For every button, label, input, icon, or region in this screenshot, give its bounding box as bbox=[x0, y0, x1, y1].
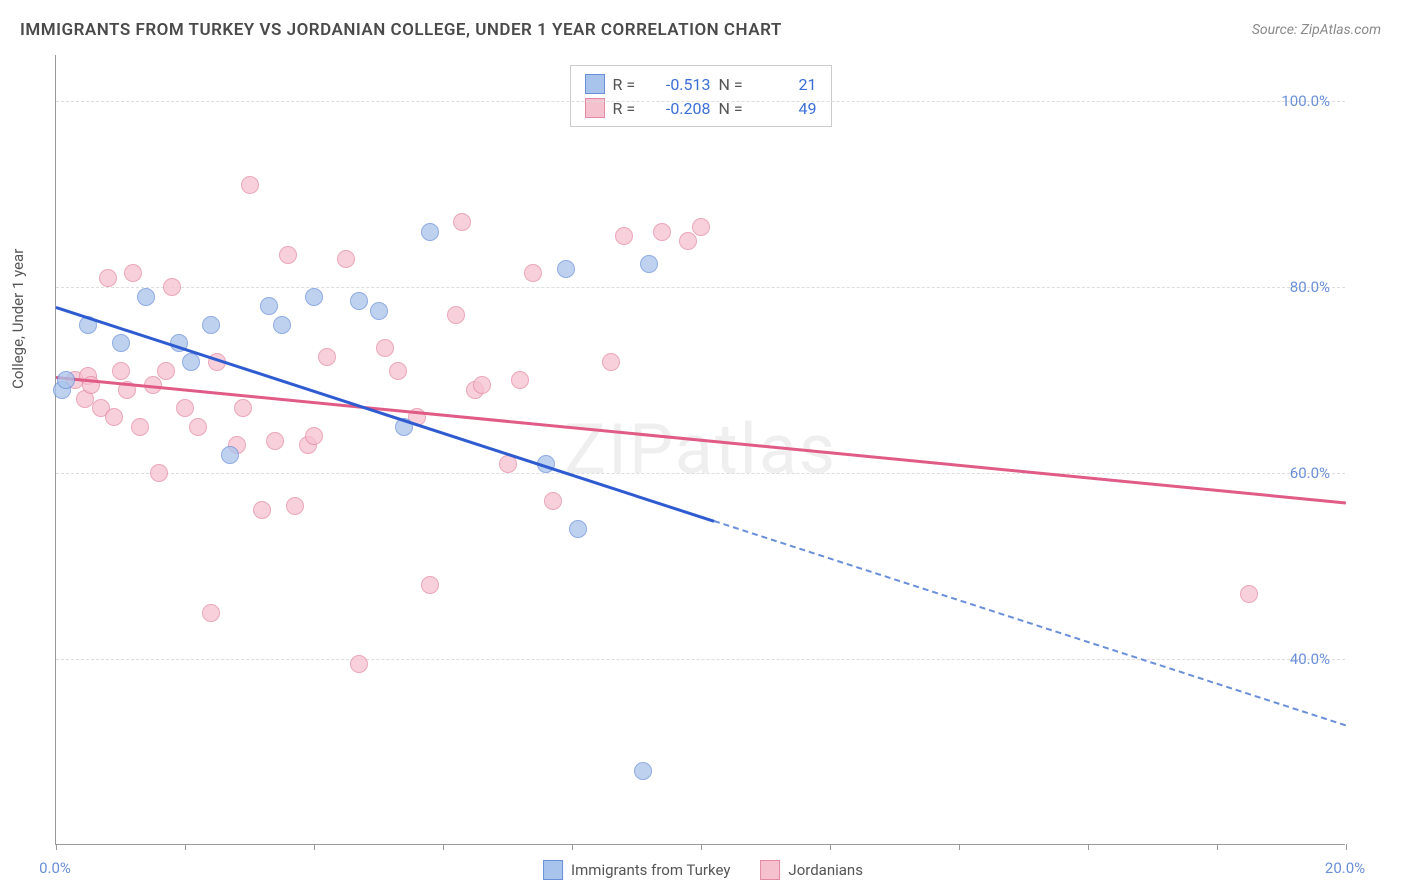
data-point bbox=[447, 306, 465, 324]
data-point bbox=[202, 604, 220, 622]
y-tick-label: 40.0% bbox=[1290, 650, 1330, 668]
data-point bbox=[421, 223, 439, 241]
x-tick-label: 0.0% bbox=[39, 859, 71, 877]
legend-series: Immigrants from Turkey Jordanians bbox=[543, 860, 863, 880]
n-label: N = bbox=[719, 75, 749, 94]
r-value-turkey: -0.513 bbox=[651, 75, 711, 94]
data-point bbox=[370, 302, 388, 320]
data-point bbox=[57, 371, 75, 389]
swatch-jordanian bbox=[760, 860, 780, 880]
legend-stats-row-2: R = -0.208 N = 49 bbox=[585, 96, 817, 120]
legend-item-turkey: Immigrants from Turkey bbox=[543, 860, 730, 880]
data-point bbox=[1240, 585, 1258, 603]
x-tick bbox=[1088, 844, 1089, 850]
gridline bbox=[56, 473, 1345, 474]
data-point bbox=[473, 376, 491, 394]
x-tick bbox=[1217, 844, 1218, 850]
correlation-chart: IMMIGRANTS FROM TURKEY VS JORDANIAN COLL… bbox=[0, 0, 1406, 892]
data-point bbox=[640, 255, 658, 273]
data-point bbox=[453, 213, 471, 231]
x-tick bbox=[314, 844, 315, 850]
data-point bbox=[157, 362, 175, 380]
data-point bbox=[137, 288, 155, 306]
data-point bbox=[524, 264, 542, 282]
data-point bbox=[421, 576, 439, 594]
x-tick bbox=[572, 844, 573, 850]
data-point bbox=[305, 427, 323, 445]
data-point bbox=[221, 446, 239, 464]
plot-area: ZIPatlas R = -0.513 N = 21 R = -0.208 N … bbox=[55, 55, 1345, 845]
data-point bbox=[131, 418, 149, 436]
data-point bbox=[376, 339, 394, 357]
data-point bbox=[112, 362, 130, 380]
data-point bbox=[266, 432, 284, 450]
x-tick bbox=[443, 844, 444, 850]
legend-label-turkey: Immigrants from Turkey bbox=[571, 861, 730, 879]
data-point bbox=[389, 362, 407, 380]
x-tick bbox=[1346, 844, 1347, 850]
swatch-turkey bbox=[543, 860, 563, 880]
legend-item-jordanian: Jordanians bbox=[760, 860, 863, 880]
data-point bbox=[260, 297, 278, 315]
legend-stats-row-1: R = -0.513 N = 21 bbox=[585, 72, 817, 96]
data-point bbox=[569, 520, 587, 538]
y-tick-label: 100.0% bbox=[1281, 92, 1330, 110]
data-point bbox=[318, 348, 336, 366]
data-point bbox=[350, 655, 368, 673]
data-point bbox=[557, 260, 575, 278]
y-axis-label: College, Under 1 year bbox=[9, 249, 27, 389]
gridline bbox=[56, 101, 1345, 102]
data-point bbox=[634, 762, 652, 780]
x-tick bbox=[701, 844, 702, 850]
x-tick bbox=[56, 844, 57, 850]
data-point bbox=[163, 278, 181, 296]
source-label: Source: ZipAtlas.com bbox=[1252, 22, 1381, 38]
data-point bbox=[99, 269, 117, 287]
data-point bbox=[286, 497, 304, 515]
data-point bbox=[189, 418, 207, 436]
data-point bbox=[279, 246, 297, 264]
data-point bbox=[511, 371, 529, 389]
data-point bbox=[241, 176, 259, 194]
data-point bbox=[544, 492, 562, 510]
data-point bbox=[602, 353, 620, 371]
x-tick bbox=[959, 844, 960, 850]
trend-line bbox=[56, 376, 1346, 504]
data-point bbox=[679, 232, 697, 250]
data-point bbox=[234, 399, 252, 417]
r-label: R = bbox=[613, 75, 643, 94]
y-tick-label: 60.0% bbox=[1290, 464, 1330, 482]
swatch-turkey bbox=[585, 74, 605, 94]
data-point bbox=[653, 223, 671, 241]
data-point bbox=[202, 316, 220, 334]
data-point bbox=[273, 316, 291, 334]
gridline bbox=[56, 659, 1345, 660]
data-point bbox=[182, 353, 200, 371]
data-point bbox=[176, 399, 194, 417]
data-point bbox=[150, 464, 168, 482]
chart-title: IMMIGRANTS FROM TURKEY VS JORDANIAN COLL… bbox=[20, 20, 782, 40]
x-tick-label: 20.0% bbox=[1325, 859, 1365, 877]
legend-stats: R = -0.513 N = 21 R = -0.208 N = 49 bbox=[570, 65, 832, 127]
data-point bbox=[124, 264, 142, 282]
x-tick bbox=[830, 844, 831, 850]
n-value-turkey: 21 bbox=[757, 75, 817, 94]
data-point bbox=[615, 227, 633, 245]
data-point bbox=[105, 408, 123, 426]
data-point bbox=[692, 218, 710, 236]
trend-line bbox=[714, 520, 1347, 726]
y-tick-label: 80.0% bbox=[1290, 278, 1330, 296]
legend-label-jordanian: Jordanians bbox=[788, 861, 863, 879]
data-point bbox=[305, 288, 323, 306]
gridline bbox=[56, 287, 1345, 288]
data-point bbox=[112, 334, 130, 352]
data-point bbox=[350, 292, 368, 310]
data-point bbox=[253, 501, 271, 519]
x-tick bbox=[185, 844, 186, 850]
data-point bbox=[337, 250, 355, 268]
